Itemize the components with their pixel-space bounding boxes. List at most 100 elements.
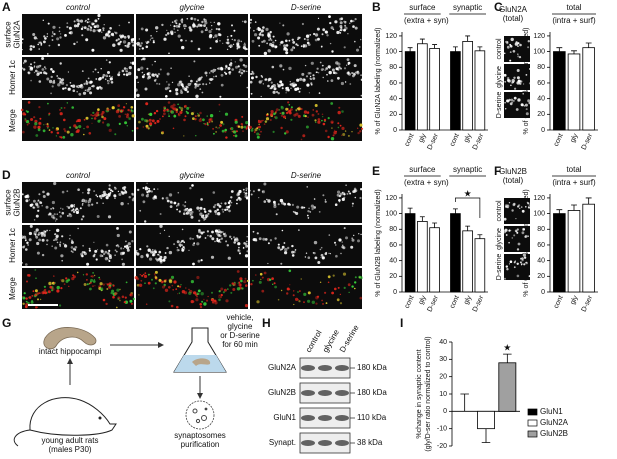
puncta xyxy=(37,233,40,236)
puncta xyxy=(106,283,109,286)
puncta xyxy=(286,32,290,36)
puncta xyxy=(304,115,307,118)
puncta xyxy=(210,255,215,259)
puncta xyxy=(66,214,69,217)
error-bar xyxy=(571,50,577,54)
puncta xyxy=(64,244,68,248)
blot-row-label: GluN2B xyxy=(268,388,296,397)
puncta xyxy=(329,67,331,69)
puncta xyxy=(311,207,314,211)
puncta xyxy=(132,38,135,40)
bar xyxy=(404,213,416,293)
puncta xyxy=(42,232,46,236)
puncta xyxy=(32,206,35,209)
puncta xyxy=(196,25,199,28)
puncta xyxy=(82,274,85,276)
puncta xyxy=(153,112,157,115)
puncta xyxy=(260,130,262,133)
puncta xyxy=(92,272,94,274)
puncta xyxy=(509,260,513,264)
puncta xyxy=(22,62,25,64)
puncta xyxy=(37,125,41,129)
puncta xyxy=(192,117,195,120)
puncta xyxy=(172,289,174,291)
arrow-head xyxy=(158,342,164,348)
puncta xyxy=(57,43,61,47)
puncta xyxy=(343,29,346,32)
puncta xyxy=(91,48,95,52)
x-tick-label: gly xyxy=(418,132,428,144)
puncta xyxy=(25,263,28,266)
x-tick-label: cont xyxy=(449,295,461,310)
puncta xyxy=(212,127,215,130)
puncta xyxy=(44,230,47,233)
puncta xyxy=(245,192,248,195)
puncta xyxy=(352,25,355,28)
puncta xyxy=(215,232,219,235)
puncta xyxy=(197,259,201,263)
puncta xyxy=(83,26,87,29)
puncta xyxy=(262,39,266,43)
puncta xyxy=(306,38,309,41)
puncta xyxy=(104,257,109,261)
puncta xyxy=(214,34,218,38)
puncta xyxy=(505,265,508,268)
puncta xyxy=(177,293,179,295)
puncta xyxy=(514,87,517,90)
puncta xyxy=(98,29,101,33)
puncta xyxy=(349,83,352,85)
puncta xyxy=(201,91,204,94)
puncta xyxy=(143,274,148,278)
puncta xyxy=(351,285,354,288)
puncta xyxy=(106,123,110,127)
puncta xyxy=(510,84,512,87)
puncta xyxy=(125,115,129,119)
puncta xyxy=(134,75,139,79)
puncta xyxy=(314,256,318,260)
puncta xyxy=(200,198,203,201)
error-bar xyxy=(556,209,563,214)
puncta xyxy=(178,243,182,247)
puncta xyxy=(86,125,89,129)
puncta xyxy=(185,39,187,42)
puncta xyxy=(154,122,157,125)
puncta xyxy=(209,47,212,50)
puncta xyxy=(147,127,150,130)
puncta xyxy=(49,229,51,232)
puncta xyxy=(241,124,244,127)
puncta xyxy=(75,210,79,214)
puncta xyxy=(166,32,170,35)
puncta xyxy=(285,107,289,111)
puncta xyxy=(72,274,75,277)
puncta xyxy=(99,278,101,280)
puncta xyxy=(230,190,234,193)
puncta xyxy=(72,210,76,214)
puncta xyxy=(103,117,107,121)
puncta xyxy=(103,252,106,256)
puncta xyxy=(327,135,330,139)
puncta xyxy=(307,116,309,118)
puncta xyxy=(205,75,208,77)
puncta xyxy=(280,262,283,265)
puncta xyxy=(56,228,60,233)
puncta xyxy=(106,108,110,112)
puncta xyxy=(188,211,192,215)
puncta xyxy=(39,71,43,75)
puncta xyxy=(336,298,340,302)
puncta xyxy=(89,287,92,291)
puncta xyxy=(127,42,131,45)
puncta xyxy=(212,191,216,194)
puncta xyxy=(192,238,194,240)
puncta xyxy=(170,105,174,109)
puncta xyxy=(351,205,354,207)
puncta xyxy=(325,67,329,70)
puncta xyxy=(258,80,262,84)
puncta xyxy=(163,107,167,110)
puncta xyxy=(293,113,297,117)
puncta xyxy=(161,285,165,289)
puncta xyxy=(521,103,524,107)
puncta xyxy=(261,289,265,293)
puncta xyxy=(324,291,327,294)
puncta xyxy=(220,83,224,87)
puncta xyxy=(119,40,122,43)
